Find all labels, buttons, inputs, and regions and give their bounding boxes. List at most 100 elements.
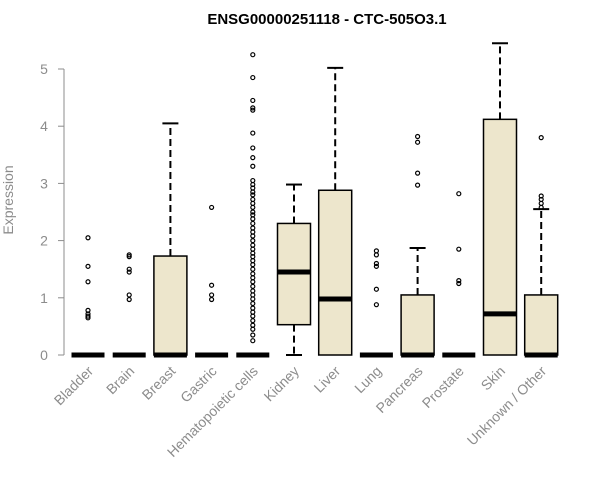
box-group-brain: [112, 252, 146, 358]
outlier-point: [456, 280, 462, 287]
box-group-prostate: [442, 191, 476, 358]
box-group-unknown-other: [523, 135, 559, 358]
outlier-point: [250, 238, 256, 244]
box: [400, 294, 435, 356]
y-axis-label: Expression: [0, 165, 16, 234]
outlier-point: [538, 135, 544, 141]
outlier-point: [373, 302, 379, 308]
y-tick-label: 3: [40, 175, 48, 191]
outlier-point: [250, 296, 256, 302]
outlier-point: [373, 260, 379, 267]
outlier-point: [250, 262, 256, 268]
outlier-point: [209, 296, 215, 303]
x-tick-label: Brain: [103, 363, 137, 397]
outlier-point: [456, 246, 462, 252]
box-group-skin: [482, 42, 518, 356]
y-tick-label: 0: [40, 347, 48, 363]
outlier-point: [373, 252, 379, 258]
outlier-point: [250, 107, 256, 113]
outlier-point: [538, 200, 544, 207]
outlier-point: [209, 282, 215, 288]
outlier-point: [250, 229, 256, 235]
outlier-point: [250, 204, 256, 211]
outlier-point: [415, 182, 421, 188]
outlier-point: [250, 196, 256, 203]
outlier-point: [250, 322, 256, 328]
outlier-point: [126, 269, 132, 275]
outlier-point: [250, 300, 256, 307]
outlier-point: [85, 263, 91, 269]
outlier-point: [250, 246, 256, 252]
outlier-point: [126, 254, 132, 260]
box: [153, 255, 188, 356]
box: [317, 189, 353, 356]
x-tick-label: Breast: [139, 363, 179, 403]
outlier-point: [85, 235, 91, 241]
outlier-point: [250, 200, 256, 207]
outlier-point: [126, 292, 132, 298]
y-tick-label: 5: [40, 61, 48, 77]
boxes: [71, 42, 559, 358]
outlier-point: [250, 332, 256, 338]
outlier-point: [250, 258, 256, 264]
outlier-point: [250, 338, 256, 344]
outlier-point: [250, 326, 256, 332]
x-tick-label: Skin: [478, 363, 509, 394]
outlier-point: [250, 220, 256, 227]
outlier-point: [373, 263, 379, 269]
outlier-point: [250, 105, 256, 111]
outlier-point: [250, 225, 256, 231]
outlier-point: [250, 189, 256, 195]
outlier-point: [250, 288, 256, 294]
outlier-point: [415, 139, 421, 145]
outlier-point: [456, 278, 462, 284]
box: [523, 294, 559, 356]
outlier-point: [250, 209, 256, 215]
outlier-point: [373, 286, 379, 292]
outlier-point: [250, 266, 256, 272]
outlier-point: [126, 266, 132, 272]
outlier-point: [250, 216, 256, 222]
outlier-point: [250, 313, 256, 319]
outlier-point: [250, 97, 256, 104]
outlier-point: [209, 204, 215, 211]
outlier-point: [85, 313, 91, 319]
outlier-point: [373, 248, 379, 254]
box-group-pancreas: [400, 133, 435, 358]
box-group-hematopoietic-cells: [236, 52, 270, 358]
box-group-bladder: [71, 235, 105, 358]
box-group-lung: [359, 248, 393, 358]
outlier-point: [250, 275, 256, 281]
outlier-point: [250, 292, 256, 298]
outlier-point: [250, 130, 256, 136]
outlier-point: [250, 52, 256, 58]
y-tick-label: 2: [40, 233, 48, 249]
outlier-point: [250, 309, 256, 315]
x-tick-label: Lung: [351, 363, 384, 396]
outlier-point: [415, 133, 421, 140]
outlier-point: [538, 204, 544, 211]
outlier-point: [250, 145, 256, 151]
outlier-point: [415, 170, 421, 176]
chart-title: ENSG00000251118 - CTC-505O3.1: [207, 11, 446, 28]
x-tick-label: Liver: [311, 363, 344, 396]
outlier-point: [250, 177, 256, 184]
outlier-point: [85, 315, 91, 321]
y-tick-label: 1: [40, 290, 48, 306]
outlier-point: [250, 233, 256, 239]
outlier-point: [250, 242, 256, 248]
outlier-point: [250, 155, 256, 161]
outlier-point: [126, 296, 132, 303]
outlier-point: [250, 318, 256, 324]
outlier-point: [85, 279, 91, 285]
outlier-point: [250, 74, 256, 81]
box-group-breast: [153, 122, 188, 358]
y-tick-label: 4: [40, 118, 48, 134]
x-tick-label: Kidney: [261, 363, 303, 405]
x-tick-label: Prostate: [419, 363, 467, 411]
box-group-gastric: [195, 204, 229, 358]
x-tick-label: Bladder: [51, 363, 97, 409]
outlier-point: [250, 163, 256, 169]
